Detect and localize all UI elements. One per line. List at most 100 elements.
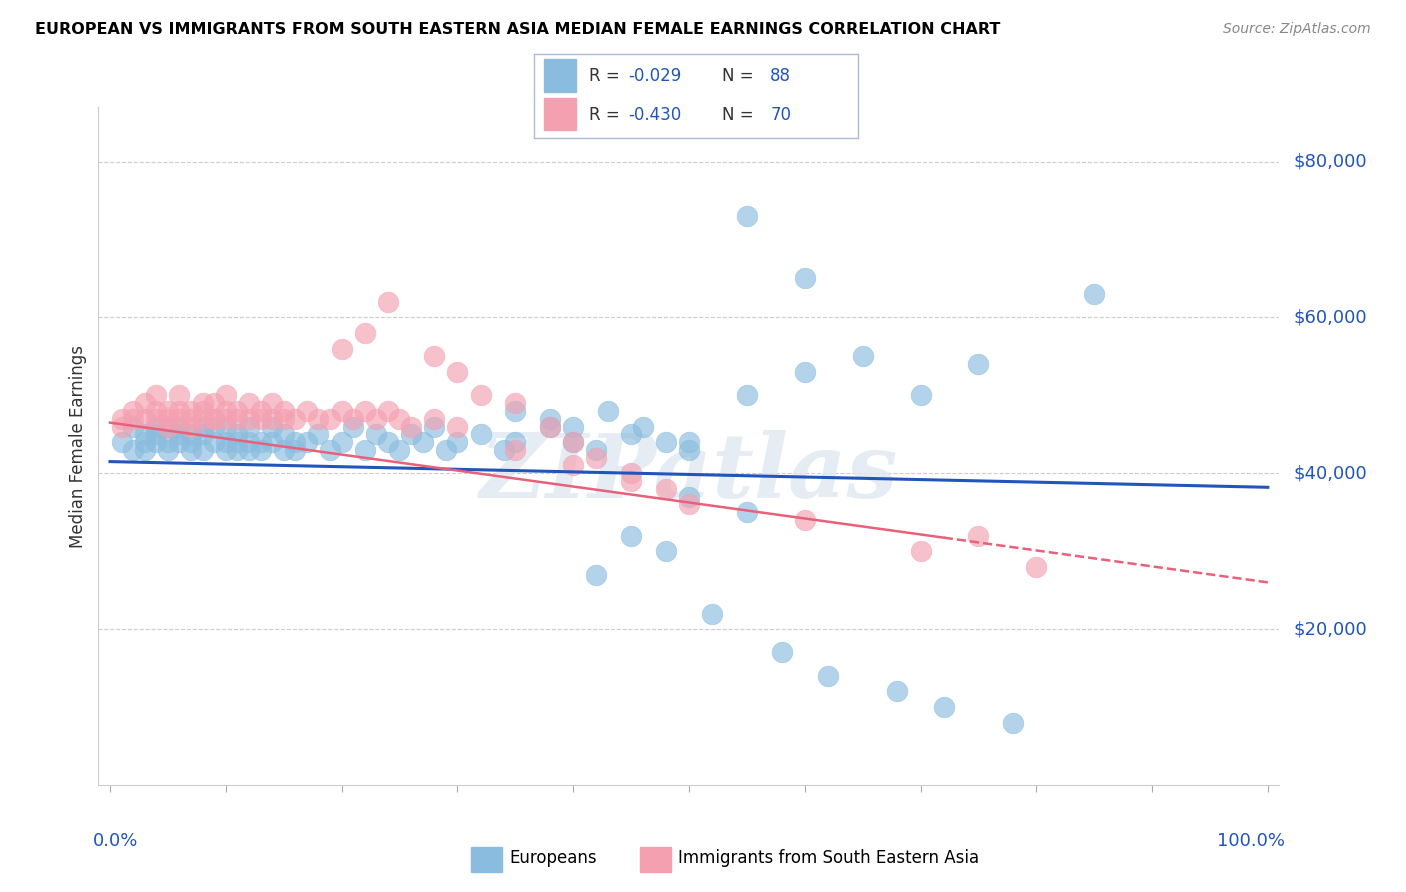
- Point: [169, 427, 191, 442]
- Point: [191, 442, 214, 457]
- Point: [273, 442, 295, 457]
- Point: [169, 419, 191, 434]
- Point: [134, 442, 156, 457]
- Point: [793, 365, 815, 379]
- Y-axis label: Median Female Earnings: Median Female Earnings: [69, 344, 87, 548]
- Point: [655, 544, 678, 558]
- Point: [678, 490, 700, 504]
- Point: [180, 435, 202, 450]
- Point: [446, 419, 468, 434]
- Point: [470, 388, 492, 402]
- Text: $40,000: $40,000: [1294, 464, 1367, 483]
- Point: [145, 435, 167, 450]
- Point: [110, 411, 132, 425]
- Text: R =: R =: [589, 105, 626, 123]
- Point: [503, 435, 526, 450]
- Point: [342, 411, 364, 425]
- Point: [295, 404, 318, 418]
- Point: [967, 528, 990, 542]
- Point: [366, 411, 388, 425]
- Text: N =: N =: [721, 105, 759, 123]
- Point: [156, 419, 179, 434]
- Point: [503, 396, 526, 410]
- Point: [353, 442, 375, 457]
- Point: [412, 435, 434, 450]
- Point: [226, 435, 249, 450]
- Point: [1025, 559, 1047, 574]
- Text: R =: R =: [589, 67, 626, 85]
- Point: [446, 365, 468, 379]
- Text: Europeans: Europeans: [509, 849, 596, 867]
- Point: [134, 435, 156, 450]
- Point: [793, 271, 815, 285]
- Text: N =: N =: [721, 67, 759, 85]
- Point: [110, 435, 132, 450]
- Text: EUROPEAN VS IMMIGRANTS FROM SOUTH EASTERN ASIA MEDIAN FEMALE EARNINGS CORRELATIO: EUROPEAN VS IMMIGRANTS FROM SOUTH EASTER…: [35, 22, 1001, 37]
- Point: [585, 442, 607, 457]
- Point: [226, 427, 249, 442]
- Point: [169, 435, 191, 450]
- Point: [284, 411, 307, 425]
- Point: [122, 442, 145, 457]
- Text: 100.0%: 100.0%: [1218, 832, 1285, 850]
- Point: [180, 427, 202, 442]
- Point: [620, 474, 643, 488]
- Point: [620, 427, 643, 442]
- Point: [423, 419, 446, 434]
- Point: [215, 404, 238, 418]
- Point: [215, 419, 238, 434]
- Point: [585, 450, 607, 465]
- Point: [191, 419, 214, 434]
- Text: -0.430: -0.430: [628, 105, 682, 123]
- Point: [169, 404, 191, 418]
- Point: [262, 411, 284, 425]
- Point: [238, 396, 260, 410]
- Point: [262, 396, 284, 410]
- Bar: [544, 97, 576, 130]
- Point: [399, 427, 422, 442]
- Point: [238, 411, 260, 425]
- Point: [770, 645, 793, 659]
- Point: [262, 435, 284, 450]
- Point: [423, 350, 446, 364]
- Point: [273, 404, 295, 418]
- Point: [377, 294, 399, 309]
- Text: 88: 88: [770, 67, 792, 85]
- Point: [295, 435, 318, 450]
- Point: [226, 404, 249, 418]
- Point: [191, 411, 214, 425]
- Point: [215, 435, 238, 450]
- Point: [538, 419, 561, 434]
- Point: [353, 326, 375, 340]
- Text: ZIPatlas: ZIPatlas: [481, 430, 897, 516]
- Point: [156, 411, 179, 425]
- Point: [145, 411, 167, 425]
- Point: [910, 388, 932, 402]
- Point: [562, 419, 585, 434]
- Point: [319, 442, 342, 457]
- Point: [1083, 287, 1105, 301]
- Point: [655, 435, 678, 450]
- Point: [238, 435, 260, 450]
- Point: [273, 427, 295, 442]
- Point: [342, 419, 364, 434]
- Point: [562, 435, 585, 450]
- Text: 0.0%: 0.0%: [93, 832, 138, 850]
- Point: [249, 404, 271, 418]
- Point: [330, 342, 353, 356]
- Point: [307, 411, 329, 425]
- Point: [238, 442, 260, 457]
- Point: [852, 350, 875, 364]
- Point: [470, 427, 492, 442]
- Point: [538, 411, 561, 425]
- Text: 70: 70: [770, 105, 792, 123]
- Point: [562, 458, 585, 473]
- Point: [967, 357, 990, 371]
- Point: [631, 419, 654, 434]
- Point: [284, 442, 307, 457]
- Point: [423, 411, 446, 425]
- Point: [284, 435, 307, 450]
- Point: [377, 435, 399, 450]
- Point: [145, 404, 167, 418]
- Point: [562, 435, 585, 450]
